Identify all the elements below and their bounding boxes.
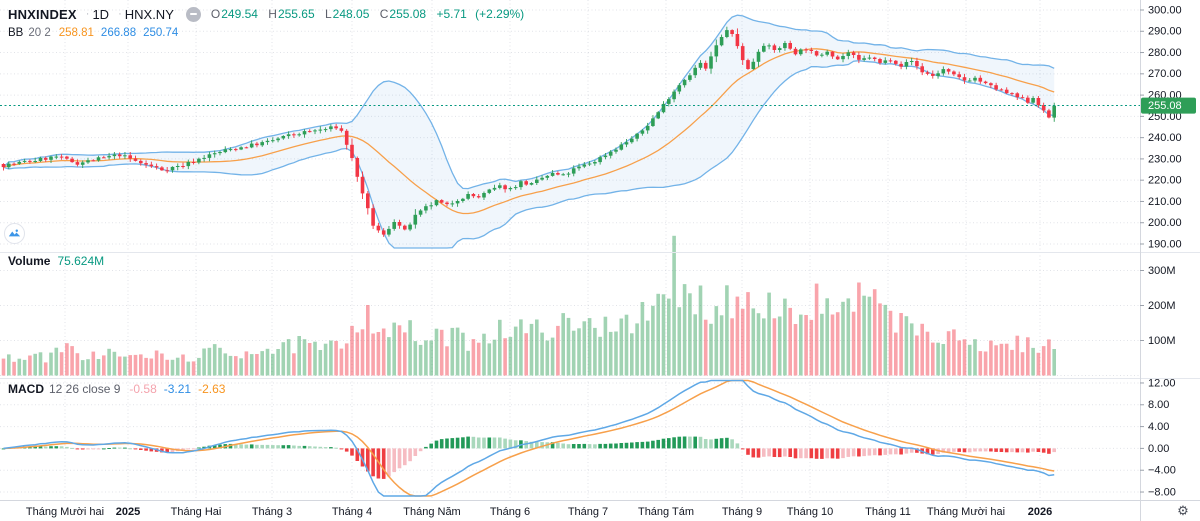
interval-button[interactable]: 1D	[92, 6, 110, 22]
svg-text:Tháng Hai: Tháng Hai	[171, 506, 222, 518]
svg-text:200.00: 200.00	[1148, 217, 1182, 229]
bb-params: 20 2	[28, 26, 51, 39]
svg-text:190.00: 190.00	[1148, 238, 1182, 250]
svg-text:270.00: 270.00	[1148, 68, 1182, 80]
symbol-legend[interactable]: HNXINDEX · 1D · HNX.NY O249.54 H255.65 L…	[8, 5, 524, 23]
svg-text:240.00: 240.00	[1148, 132, 1182, 144]
time-axis-settings-button[interactable]: ⚙	[1170, 501, 1196, 520]
macd-label: MACD	[8, 381, 44, 396]
volume-legend[interactable]: Volume 75.624M	[8, 253, 104, 268]
bb-upper-value: 266.88	[100, 26, 137, 39]
svg-text:Tháng 10: Tháng 10	[787, 506, 833, 518]
svg-text:100M: 100M	[1148, 335, 1176, 347]
legend-separator: ·	[118, 8, 122, 20]
close-label: C	[379, 7, 389, 21]
collapse-icon[interactable]	[185, 6, 201, 22]
exchange-label: HNX.NY	[124, 6, 174, 22]
bollinger-legend[interactable]: BB 20 2 258.81 266.88 250.74	[8, 25, 185, 40]
legend-separator: ·	[85, 8, 90, 20]
svg-text:220.00: 220.00	[1148, 175, 1182, 187]
high-label: H	[268, 7, 277, 21]
bb-name: BB	[8, 26, 24, 39]
svg-text:200M: 200M	[1148, 300, 1176, 312]
macd-params: 12 26 close 9	[49, 381, 121, 396]
svg-text:12.00: 12.00	[1148, 377, 1176, 389]
svg-text:Tháng Tám: Tháng Tám	[638, 506, 694, 518]
ohlc-values: O249.54 H255.65 L248.05 C255.08 +5.71 (+…	[211, 7, 524, 21]
svg-text:Tháng Năm: Tháng Năm	[403, 506, 460, 518]
open-value: 249.54	[221, 7, 258, 21]
svg-text:Tháng 4: Tháng 4	[332, 506, 372, 518]
svg-text:250.00: 250.00	[1148, 111, 1182, 123]
svg-text:300M: 300M	[1148, 265, 1176, 277]
volume-label: Volume	[8, 253, 51, 268]
svg-text:2025: 2025	[116, 506, 140, 518]
macd-hist-value: -0.58	[129, 381, 157, 396]
watermark-logo[interactable]	[4, 223, 25, 244]
low-label: L	[324, 7, 332, 21]
svg-text:Tháng 7: Tháng 7	[568, 506, 608, 518]
change-percent: (+2.29%)	[475, 7, 525, 21]
macd-line-value: -3.21	[163, 381, 192, 396]
mountain-photo-icon	[8, 229, 21, 237]
change-value: +5.71	[436, 7, 467, 21]
open-label: O	[210, 7, 221, 21]
close-value: 255.08	[389, 7, 427, 21]
svg-text:−4.00: −4.00	[1148, 465, 1176, 477]
gear-icon: ⚙	[1177, 503, 1189, 518]
svg-text:290.00: 290.00	[1148, 26, 1182, 38]
bb-lower-value: 250.74	[143, 26, 179, 39]
high-value: 255.65	[277, 7, 315, 21]
svg-text:Tháng 6: Tháng 6	[490, 506, 530, 518]
macd-legend[interactable]: MACD 12 26 close 9 -0.58 -3.21 -2.63	[8, 381, 232, 396]
volume-value: 75.624M	[57, 253, 105, 268]
svg-text:−8.00: −8.00	[1148, 486, 1176, 498]
svg-text:Tháng 9: Tháng 9	[722, 506, 762, 518]
svg-text:0.00: 0.00	[1148, 443, 1169, 455]
low-value: 248.05	[332, 7, 370, 21]
svg-text:230.00: 230.00	[1148, 153, 1182, 165]
symbol-name[interactable]: HNXINDEX	[8, 6, 77, 22]
svg-text:Tháng Mười hai: Tháng Mười hai	[26, 506, 104, 518]
svg-text:300.00: 300.00	[1148, 4, 1182, 16]
macd-signal-value: -2.63	[198, 381, 226, 396]
svg-text:8.00: 8.00	[1148, 399, 1169, 411]
svg-text:280.00: 280.00	[1148, 47, 1182, 59]
bb-basis-value: 258.81	[58, 26, 94, 39]
svg-text:210.00: 210.00	[1148, 196, 1182, 208]
svg-text:Tháng 11: Tháng 11	[865, 506, 911, 518]
svg-text:2026: 2026	[1028, 506, 1052, 518]
svg-text:4.00: 4.00	[1148, 421, 1169, 433]
svg-text:Tháng Mười hai: Tháng Mười hai	[927, 506, 1005, 518]
svg-text:Tháng 3: Tháng 3	[252, 506, 292, 518]
svg-text:255.08: 255.08	[1148, 100, 1182, 112]
